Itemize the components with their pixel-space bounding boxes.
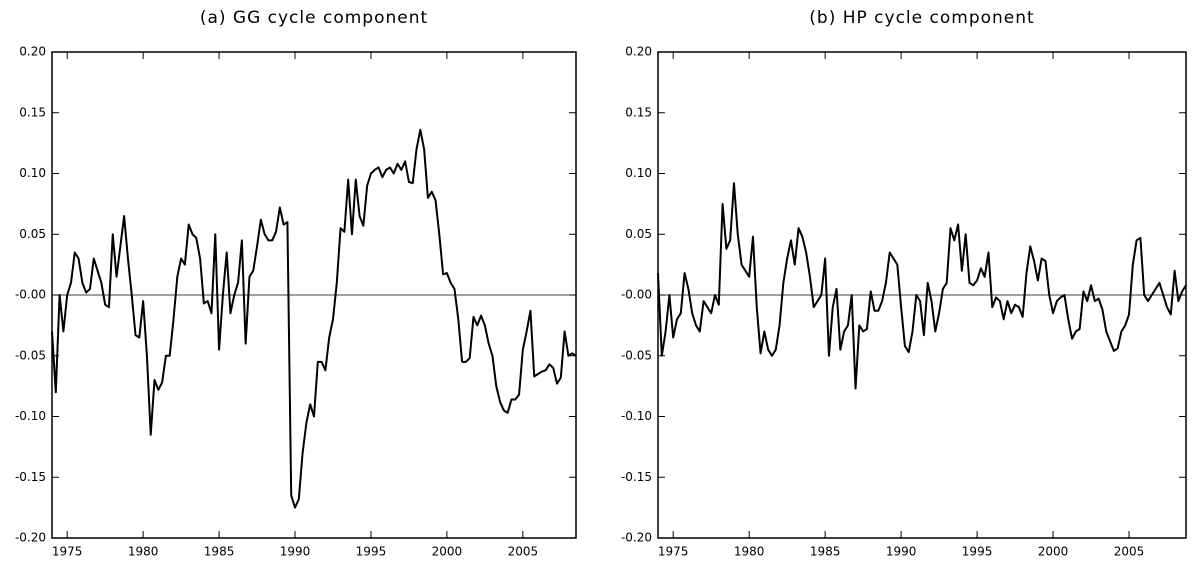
y-tick-label: -0.05 xyxy=(621,348,652,362)
y-tick-label: -0.00 xyxy=(15,288,46,302)
y-tick-label: -0.05 xyxy=(15,348,46,362)
y-tick-label: -0.20 xyxy=(621,531,652,545)
x-tick-label: 1985 xyxy=(204,545,235,559)
x-tick-label: 2000 xyxy=(1038,545,1069,559)
y-tick-label: 0.10 xyxy=(19,166,46,180)
data-line xyxy=(657,182,1187,390)
x-tick-label: 1990 xyxy=(886,545,917,559)
y-tick-label: 0.05 xyxy=(625,227,652,241)
y-tick-label: -0.20 xyxy=(15,531,46,545)
y-tick-label: -0.15 xyxy=(15,470,46,484)
x-tick-label: 2005 xyxy=(1114,545,1145,559)
data-line xyxy=(51,128,577,509)
x-tick-label: 1985 xyxy=(810,545,841,559)
y-tick-label: -0.10 xyxy=(15,409,46,423)
y-tick-label: 0.10 xyxy=(625,166,652,180)
x-tick-label: 2005 xyxy=(508,545,539,559)
y-tick-label: 0.15 xyxy=(19,105,46,119)
y-tick-label: -0.15 xyxy=(621,470,652,484)
x-tick-label: 1995 xyxy=(356,545,387,559)
y-tick-label: 0.20 xyxy=(19,45,46,59)
x-tick-label: 1975 xyxy=(658,545,689,559)
x-tick-label: 1990 xyxy=(280,545,311,559)
chart-title: (b) HP cycle component xyxy=(809,8,1034,28)
x-tick-label: 2000 xyxy=(432,545,463,559)
y-tick-label: 0.15 xyxy=(625,105,652,119)
y-tick-label: -0.10 xyxy=(621,409,652,423)
y-tick-label: 0.05 xyxy=(19,227,46,241)
chart-title: (a) GG cycle component xyxy=(200,8,428,28)
x-tick-label: 1975 xyxy=(52,545,83,559)
x-tick-label: 1980 xyxy=(734,545,765,559)
y-tick-label: -0.00 xyxy=(621,288,652,302)
x-tick-label: 1980 xyxy=(128,545,159,559)
y-tick-label: 0.20 xyxy=(625,45,652,59)
x-tick-label: 1995 xyxy=(962,545,993,559)
